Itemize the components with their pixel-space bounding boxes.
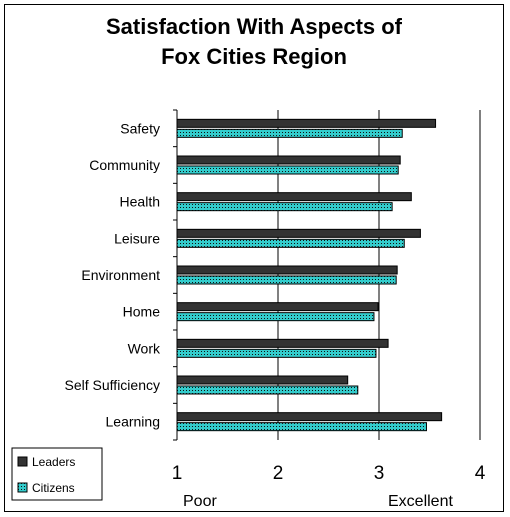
bar-citizens xyxy=(176,165,399,175)
bars xyxy=(176,118,443,432)
x-tick-label: 2 xyxy=(273,463,284,484)
bar-leaders xyxy=(176,375,349,385)
bar-citizens xyxy=(176,385,359,395)
category-label: Community xyxy=(89,157,160,173)
bar-leaders xyxy=(176,412,443,422)
bar-leaders xyxy=(176,118,437,128)
bar-citizens xyxy=(176,275,397,285)
bar-leaders xyxy=(176,228,421,238)
y-axis xyxy=(173,109,178,441)
category-label: Learning xyxy=(106,414,161,430)
bar-citizens xyxy=(176,312,375,322)
legend-swatch-citizens xyxy=(17,482,28,493)
bar-citizens xyxy=(176,128,403,138)
chart-title: Satisfaction With Aspects of Fox Cities … xyxy=(4,12,504,72)
x-tick-label: 4 xyxy=(475,463,486,484)
category-label: Leisure xyxy=(114,230,160,246)
bar-leaders xyxy=(176,302,379,312)
category-label: Health xyxy=(120,194,160,210)
legend-label-citizens: Citizens xyxy=(32,481,75,495)
legend-label-leaders: Leaders xyxy=(32,455,75,469)
bar-leaders xyxy=(176,338,389,348)
bar-citizens xyxy=(176,422,427,432)
category-label: Home xyxy=(123,304,161,320)
category-label: Environment xyxy=(81,267,160,283)
x-sublabel-poor: Poor xyxy=(183,493,217,510)
bar-citizens xyxy=(176,238,405,248)
category-label: Safety xyxy=(120,120,160,136)
x-tick-label: 1 xyxy=(172,463,183,484)
chart-title-line-1: Satisfaction With Aspects of xyxy=(105,14,403,39)
category-label: Self Sufficiency xyxy=(65,377,160,393)
legend: Leaders Citizens xyxy=(11,447,103,501)
legend-swatch-leaders xyxy=(17,456,28,467)
x-sublabel-excellent: Excellent xyxy=(388,493,453,510)
x-tick-labels: 1 2 3 4 xyxy=(172,463,486,484)
category-labels: Safety Community Health Leisure Environment H… xyxy=(65,120,161,429)
bar-leaders xyxy=(176,155,401,165)
x-tick-label: 3 xyxy=(374,463,385,484)
category-label: Work xyxy=(128,340,161,356)
bar-citizens xyxy=(176,348,377,358)
bar-citizens xyxy=(176,202,393,212)
bar-leaders xyxy=(176,192,412,202)
bar-leaders xyxy=(176,265,398,275)
chart-title-line-2: Fox Cities Region xyxy=(161,44,347,69)
